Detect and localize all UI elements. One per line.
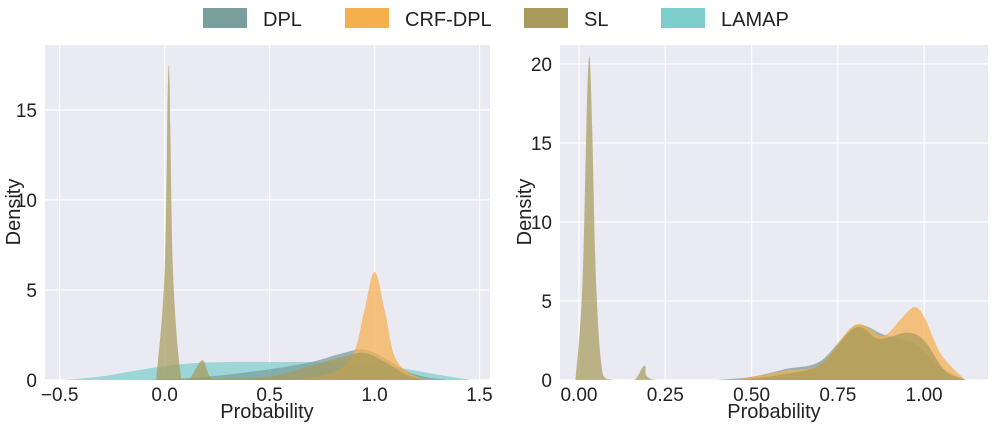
left-y-tick-label: 0 <box>26 371 37 392</box>
right-y-tick-label: 20 <box>531 55 552 76</box>
left-y-tick-label: 15 <box>16 101 37 122</box>
legend-swatch-sl <box>524 8 568 28</box>
left-x-tick-label: 0.5 <box>256 385 282 406</box>
left-x-tick-label: 1.5 <box>466 385 492 406</box>
right-x-tick-label: 0.25 <box>647 385 684 406</box>
right-y-axis-label: Density <box>514 179 536 246</box>
left-x-axis-label: Probability <box>220 401 313 423</box>
left-x-tick-label: −0.5 <box>41 385 79 406</box>
legend-swatch-dpl <box>203 8 247 28</box>
right-x-tick-label: 1.00 <box>906 385 943 406</box>
legend-label-dpl: DPL <box>263 9 302 31</box>
legend-swatch-lamap <box>661 8 705 28</box>
left-plot-area <box>45 45 490 380</box>
right-chart-panel: 0.00 0.25 0.50 0.75 1.00 0 5 10 15 20 Probabilit… <box>514 45 988 423</box>
right-density-area-sl <box>575 56 966 380</box>
right-y-tick-label: 5 <box>541 292 552 313</box>
right-y-tick-label: 0 <box>541 371 552 392</box>
right-x-tick-label: 0.00 <box>560 385 597 406</box>
right-x-tick-label: 0.75 <box>819 385 856 406</box>
legend-label-crf-dpl: CRF-DPL <box>405 9 492 31</box>
left-y-tick-label: 5 <box>26 281 37 302</box>
left-chart-panel: −0.5 0.0 0.5 1.0 1.5 0 5 10 15 Probability Dens… <box>3 45 493 423</box>
left-y-tick-label: 10 <box>16 191 37 212</box>
right-x-axis-label: Probability <box>727 401 820 423</box>
left-x-tick-label: 1.0 <box>361 385 387 406</box>
left-density-area-crf-dpl <box>290 271 438 380</box>
legend-label-sl: SL <box>584 9 608 31</box>
legend: DPL CRF-DPL SL LAMAP <box>203 8 789 31</box>
left-y-axis-label: Density <box>3 179 25 246</box>
legend-swatch-crf-dpl <box>345 8 389 28</box>
left-x-tick-label: 0.0 <box>151 385 177 406</box>
right-y-tick-label: 10 <box>531 213 552 234</box>
right-x-tick-label: 0.50 <box>733 385 770 406</box>
legend-label-lamap: LAMAP <box>721 9 789 31</box>
right-y-tick-label: 15 <box>531 134 552 155</box>
